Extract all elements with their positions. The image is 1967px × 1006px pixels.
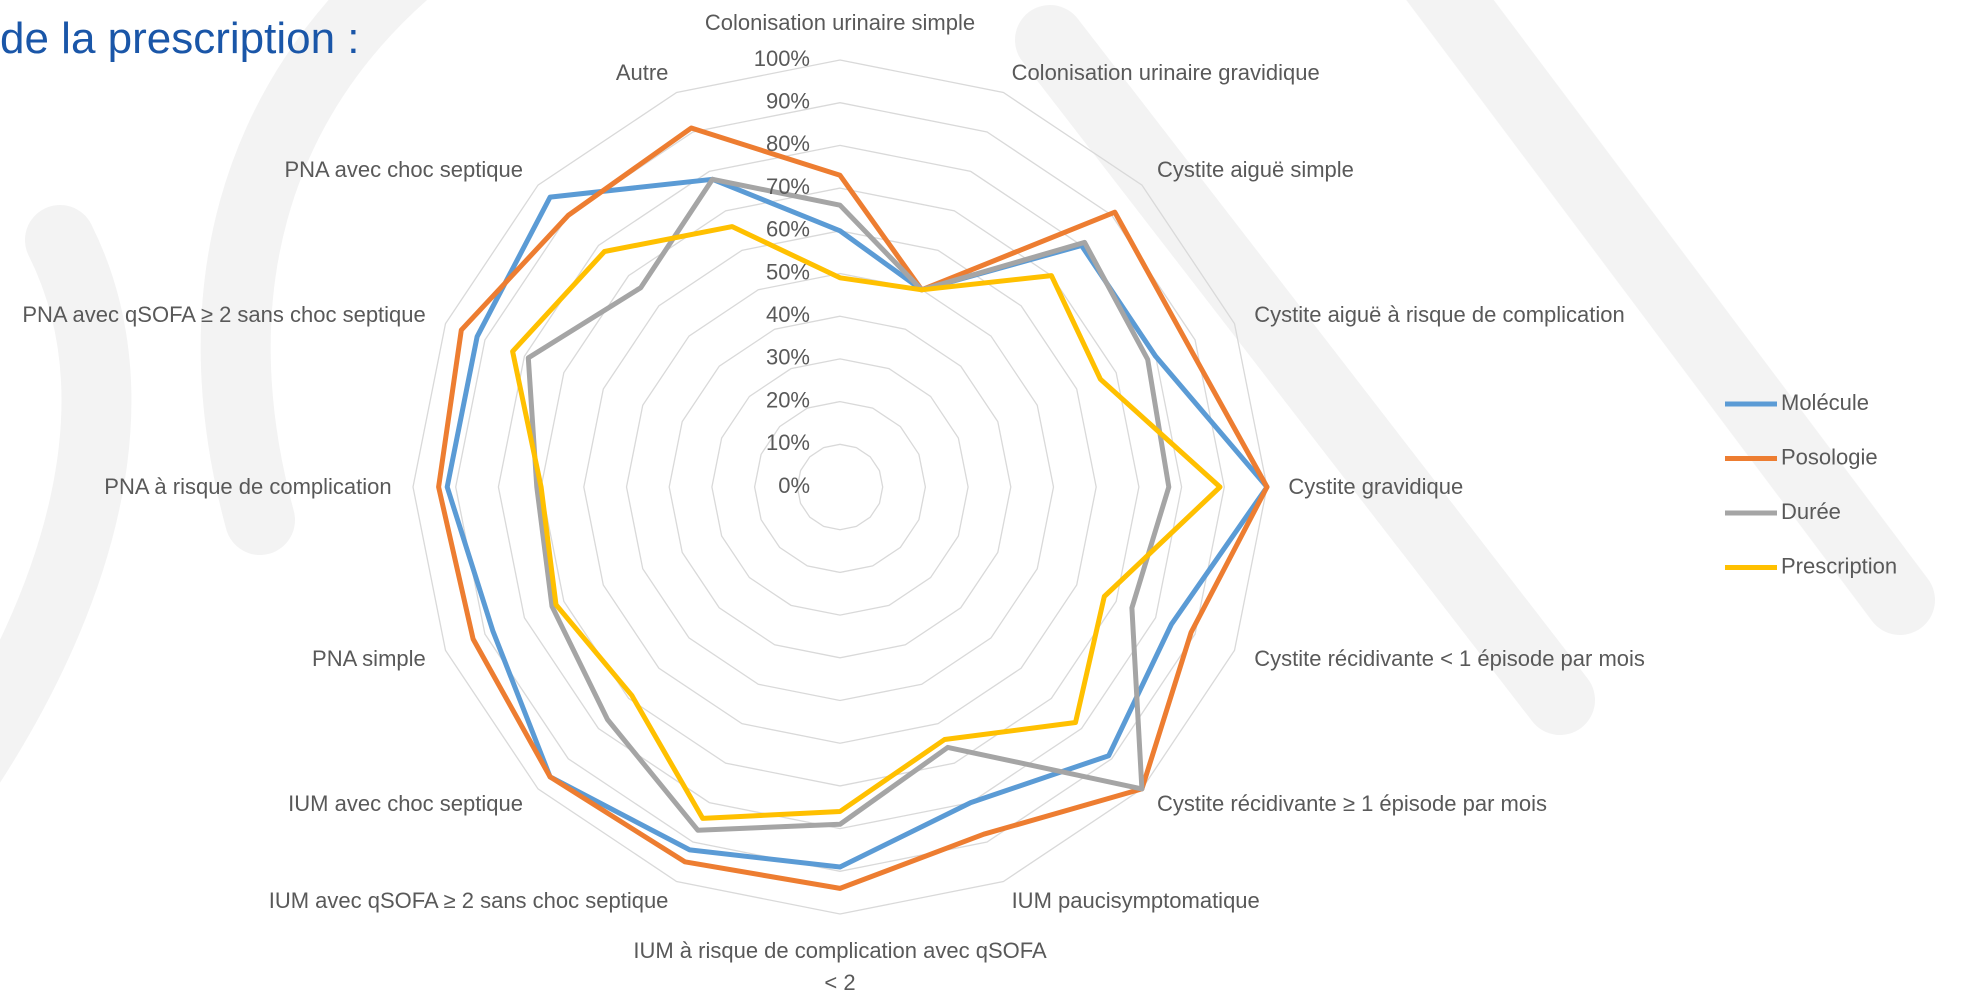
category-label: IUM paucisymptomatique xyxy=(1012,885,1260,917)
grid-line xyxy=(712,359,968,615)
r-tick-label: 90% xyxy=(766,89,810,114)
category-label: PNA avec qSOFA ≥ 2 sans choc septique xyxy=(22,299,425,331)
r-tick-label: 20% xyxy=(766,387,810,412)
grid-line xyxy=(627,274,1054,701)
category-label: PNA avec choc septique xyxy=(284,154,522,186)
category-label: Cystite aiguë à risque de complication xyxy=(1254,299,1625,331)
category-label: Cystite aiguë simple xyxy=(1157,154,1354,186)
category-label: PNA à risque de complication xyxy=(104,471,391,503)
r-tick-label: 100% xyxy=(754,46,810,71)
category-label: Autre xyxy=(616,57,669,89)
category-label: Cystite récidivante ≥ 1 épisode par mois xyxy=(1157,788,1547,820)
r-tick-label: 30% xyxy=(766,345,810,370)
category-label: IUM à risque de complication avec qSOFA … xyxy=(628,935,1053,999)
category-label: Cystite récidivante < 1 épisode par mois xyxy=(1254,643,1645,675)
category-label: Cystite gravidique xyxy=(1288,471,1463,503)
page-title: de la prescription : xyxy=(0,14,360,64)
category-label: IUM avec choc septique xyxy=(288,788,523,820)
chart: 0% 10% 20% 30% 40% 50% 60% 70% 80% 90% 100% Molécul… xyxy=(0,0,1967,1006)
r-tick-label: 60% xyxy=(766,217,810,242)
legend-label: Molécule xyxy=(1781,390,1869,415)
r-tick-label: 80% xyxy=(766,131,810,156)
category-label: PNA simple xyxy=(312,643,426,675)
category-label: IUM avec qSOFA ≥ 2 sans choc septique xyxy=(269,885,669,917)
page: 0% 10% 20% 30% 40% 50% 60% 70% 80% 90% 100% Molécul… xyxy=(0,0,1967,1006)
grid-line xyxy=(797,444,882,529)
r-tick-label: 0% xyxy=(778,473,810,498)
legend-label: Prescription xyxy=(1781,553,1897,578)
grid-line xyxy=(584,231,1096,743)
r-tick-label: 40% xyxy=(766,302,810,327)
category-label: Colonisation urinaire gravidique xyxy=(1012,57,1320,89)
r-tick-label: 10% xyxy=(766,430,810,455)
legend-label: Posologie xyxy=(1781,444,1878,469)
category-label: Colonisation urinaire simple xyxy=(705,7,975,39)
legend-label: Durée xyxy=(1781,499,1841,524)
grid-line xyxy=(669,316,1011,658)
r-tick-label: 50% xyxy=(766,259,810,284)
r-tick-label: 70% xyxy=(766,174,810,199)
